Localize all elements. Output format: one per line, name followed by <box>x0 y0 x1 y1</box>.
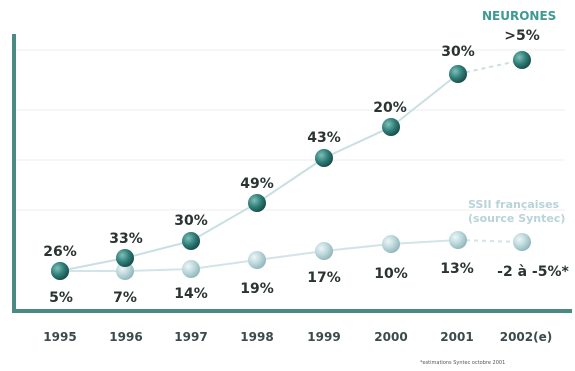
series-line-segment <box>457 239 523 243</box>
ssii-value-label: -2 à -5%* <box>497 264 569 280</box>
x-tick-label: 1998 <box>240 330 273 344</box>
neurones-value-label: 49% <box>240 176 274 192</box>
neurones-point <box>116 249 134 267</box>
neurones-point <box>248 194 266 212</box>
ssii-value-label: 7% <box>113 290 137 306</box>
ssii-value-label: 13% <box>440 261 474 277</box>
x-tick-label: 1999 <box>307 330 340 344</box>
legend-ssii-line2: (source Syntec) <box>468 212 565 225</box>
neurones-value-label: 43% <box>307 130 341 146</box>
x-tick-label: 2001 <box>440 330 473 344</box>
series-line-segment <box>124 240 192 259</box>
series-line-segment <box>323 126 392 159</box>
value-labels: 26% 33% 30% 49% 43% 20% 30% >5% 5% 7% 14% 19% 17% 10%… <box>43 28 569 306</box>
ssii-point <box>116 262 134 280</box>
series-line-segment <box>390 239 459 245</box>
neurones-value-label: 26% <box>43 244 77 260</box>
footnote: *estimations Syntec octobre 2001 <box>420 360 505 366</box>
neurones-value-label: 30% <box>441 44 475 60</box>
neurones-point <box>182 232 200 250</box>
ssii-point <box>449 231 467 249</box>
x-tick-label: 1997 <box>174 330 207 344</box>
series-line-segment <box>390 73 459 128</box>
ssii-point <box>382 235 400 253</box>
neurones-point <box>449 65 467 83</box>
neurones-point <box>315 149 333 167</box>
legend-neurones: NEURONES <box>482 9 556 23</box>
x-axis-tick-labels: 1995 1996 1997 1998 1999 2000 2001 2002(e) <box>43 330 552 344</box>
series-line-segment <box>190 259 258 270</box>
series-line-segment <box>457 59 523 75</box>
series-line-segment <box>256 250 325 261</box>
ssii-value-label: 10% <box>374 266 408 282</box>
neurones-point <box>513 51 531 69</box>
neurones-point <box>382 118 400 136</box>
series-line-segment <box>256 157 325 204</box>
ssii-value-label: 17% <box>307 270 341 286</box>
x-tick-label: 1995 <box>43 330 76 344</box>
ssii-point <box>513 233 531 251</box>
ssii-value-label: 19% <box>240 281 274 297</box>
ssii-value-label: 5% <box>49 290 73 306</box>
neurones-value-label: 30% <box>174 213 208 229</box>
neurones-value-label: 20% <box>373 100 407 116</box>
neurones-value-label: >5% <box>504 28 540 44</box>
series-line-segment <box>323 243 392 252</box>
ssii-point <box>182 260 200 278</box>
neurones-point <box>51 262 69 280</box>
series-markers <box>51 51 531 280</box>
series-lines <box>59 59 523 272</box>
x-tick-label: 2002(e) <box>500 330 553 344</box>
gridlines <box>16 49 565 211</box>
series-line-segment <box>124 268 192 272</box>
ssii-point <box>315 242 333 260</box>
legend-ssii-line1: SSII françaises <box>468 198 560 211</box>
ssii-point <box>248 251 266 269</box>
series-line-segment <box>59 257 126 272</box>
series-line-segment <box>190 202 258 242</box>
x-tick-label: 1996 <box>109 330 142 344</box>
ssii-value-label: 14% <box>174 286 208 302</box>
x-tick-label: 2000 <box>374 330 407 344</box>
neurones-value-label: 33% <box>109 231 143 247</box>
